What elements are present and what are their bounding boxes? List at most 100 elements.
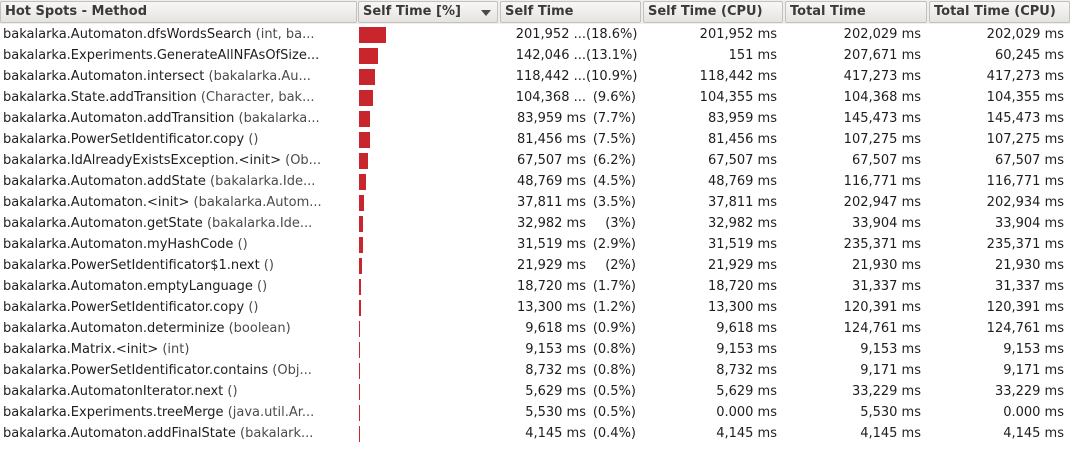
self-time-percent: (1.7%) xyxy=(592,279,636,294)
table-row[interactable]: bakalarka.PowerSetIdentificator.copy () 8… xyxy=(0,130,1070,151)
self-time-bar xyxy=(359,342,360,358)
self-time-value: 8,732 ms xyxy=(525,363,586,378)
table-row[interactable]: bakalarka.PowerSetIdentificator.copy () 1… xyxy=(0,298,1070,319)
table-row[interactable]: bakalarka.Matrix.<init> (int) 9,153 ms (0.… xyxy=(0,340,1070,361)
method-name: bakalarka.Automaton.addFinalState xyxy=(3,426,236,441)
self-time-cpu-cell: 83,959 ms xyxy=(707,111,777,126)
total-time-cell: 202,029 ms xyxy=(843,27,921,42)
table-row[interactable]: bakalarka.Experiments.treeMerge (java.ut… xyxy=(0,403,1070,424)
method-cell: bakalarka.Automaton.emptyLanguage () xyxy=(0,277,357,298)
method-name: bakalarka.Automaton.<init> xyxy=(3,195,190,210)
self-time-value: 31,519 ms xyxy=(516,237,586,252)
method-args: (bakalarka... xyxy=(234,111,320,126)
self-time-bar xyxy=(359,90,373,106)
column-header-method[interactable]: Hot Spots - Method xyxy=(0,1,357,23)
table-row[interactable]: bakalarka.Automaton.<init> (bakalarka.Au… xyxy=(0,193,1070,214)
table-row[interactable]: bakalarka.Experiments.GenerateAllNFAsOfS… xyxy=(0,46,1070,67)
self-time-value: 81,456 ms xyxy=(516,132,586,147)
self-time-percent: (7.5%) xyxy=(592,132,636,147)
self-time-value: 142,046 ... xyxy=(515,48,586,63)
method-args: (boolean) xyxy=(224,321,291,336)
method-args: () xyxy=(259,258,274,273)
table-row[interactable]: bakalarka.Automaton.emptyLanguage () 18,7… xyxy=(0,277,1070,298)
self-time-cell: 37,811 ms (3.5%) xyxy=(500,193,640,214)
table-row[interactable]: bakalarka.Automaton.addState (bakalarka.… xyxy=(0,172,1070,193)
column-header-total-time[interactable]: Total Time xyxy=(785,1,927,23)
method-name: bakalarka.State.addTransition xyxy=(3,90,197,105)
self-time-cpu-cell: 151 ms xyxy=(728,48,777,63)
table-row[interactable]: bakalarka.Automaton.addFinalState (bakal… xyxy=(0,424,1070,445)
table-row[interactable]: bakalarka.AutomatonIterator.next () 5,629… xyxy=(0,382,1070,403)
method-cell: bakalarka.Automaton.addTransition (bakal… xyxy=(0,109,357,130)
method-cell: bakalarka.Automaton.<init> (bakalarka.Au… xyxy=(0,193,357,214)
method-cell: bakalarka.PowerSetIdentificator.copy () xyxy=(0,298,357,319)
self-time-value: 67,507 ms xyxy=(516,153,586,168)
method-args: (bakalarka.Au... xyxy=(204,69,311,84)
self-time-percent: (0.5%) xyxy=(592,405,636,420)
table-row[interactable]: bakalarka.Automaton.dfsWordsSearch (int,… xyxy=(0,25,1070,46)
self-time-bar-cell xyxy=(358,319,498,340)
self-time-cell: 13,300 ms (1.2%) xyxy=(500,298,640,319)
table-row[interactable]: bakalarka.Automaton.intersect (bakalarka… xyxy=(0,67,1070,88)
self-time-percent: (3.5%) xyxy=(592,195,636,210)
method-cell: bakalarka.PowerSetIdentificator.copy () xyxy=(0,130,357,151)
self-time-value: 104,368 ... xyxy=(515,90,586,105)
method-cell: bakalarka.State.addTransition (Character… xyxy=(0,88,357,109)
total-time-cell: 104,368 ms xyxy=(843,90,921,105)
self-time-cell: 9,618 ms (0.9%) xyxy=(500,319,640,340)
self-time-bar xyxy=(359,69,375,85)
self-time-bar-cell xyxy=(358,340,498,361)
table-row[interactable]: bakalarka.Automaton.determinize (boolean… xyxy=(0,319,1070,340)
self-time-cpu-cell: 48,769 ms xyxy=(707,174,777,189)
total-time-cpu-cell: 107,275 ms xyxy=(986,132,1064,147)
table-row[interactable]: bakalarka.PowerSetIdentificator$1.next (… xyxy=(0,256,1070,277)
total-time-cpu-cell: 120,391 ms xyxy=(986,300,1064,315)
table-row[interactable]: bakalarka.Automaton.addTransition (bakal… xyxy=(0,109,1070,130)
self-time-value: 18,720 ms xyxy=(516,279,586,294)
total-time-cpu-cell: 33,904 ms xyxy=(994,216,1064,231)
method-name: bakalarka.Automaton.getState xyxy=(3,216,203,231)
self-time-percent: (10.9%) xyxy=(586,69,638,84)
column-header-total-time-cpu[interactable]: Total Time (CPU) xyxy=(929,1,1070,23)
self-time-percent: (0.5%) xyxy=(592,384,636,399)
self-time-bar-cell xyxy=(358,256,498,277)
method-args: (int) xyxy=(158,342,190,357)
table-row[interactable]: bakalarka.PowerSetIdentificator.contains… xyxy=(0,361,1070,382)
self-time-cell: 9,153 ms (0.8%) xyxy=(500,340,640,361)
total-time-cpu-cell: 67,507 ms xyxy=(994,153,1064,168)
self-time-cell: 48,769 ms (4.5%) xyxy=(500,172,640,193)
self-time-bar xyxy=(359,111,370,127)
self-time-bar xyxy=(359,132,370,148)
method-name: bakalarka.Automaton.myHashCode xyxy=(3,237,234,252)
method-name: bakalarka.PowerSetIdentificator.copy xyxy=(3,132,245,147)
self-time-cell: 21,929 ms (2%) xyxy=(500,256,640,277)
self-time-bar xyxy=(359,279,361,295)
self-time-bar-cell xyxy=(358,46,498,67)
column-header-self-time-cpu[interactable]: Self Time (CPU) xyxy=(643,1,783,23)
self-time-cpu-cell: 21,929 ms xyxy=(707,258,777,273)
self-time-cell: 83,959 ms (7.7%) xyxy=(500,109,640,130)
total-time-cpu-cell: 4,145 ms xyxy=(1003,426,1064,441)
method-args: () xyxy=(244,132,259,147)
column-header-self-time-percent[interactable]: Self Time [%] xyxy=(358,1,498,23)
table-row[interactable]: bakalarka.Automaton.getState (bakalarka.… xyxy=(0,214,1070,235)
self-time-cpu-cell: 0.000 ms xyxy=(716,405,777,420)
total-time-cell: 207,671 ms xyxy=(843,48,921,63)
self-time-cell: 18,720 ms (1.7%) xyxy=(500,277,640,298)
total-time-cpu-cell: 417,273 ms xyxy=(986,69,1064,84)
table-row[interactable]: bakalarka.Automaton.myHashCode () 31,519 … xyxy=(0,235,1070,256)
table-row[interactable]: bakalarka.State.addTransition (Character… xyxy=(0,88,1070,109)
method-name: bakalarka.Matrix.<init> xyxy=(3,342,159,357)
total-time-cell: 33,904 ms xyxy=(851,216,921,231)
column-header-self-time[interactable]: Self Time xyxy=(500,1,641,23)
total-time-cell: 107,275 ms xyxy=(843,132,921,147)
self-time-cpu-cell: 81,456 ms xyxy=(707,132,777,147)
self-time-cpu-cell: 4,145 ms xyxy=(716,426,777,441)
method-name: bakalarka.Automaton.addTransition xyxy=(3,111,235,126)
self-time-bar-cell xyxy=(358,193,498,214)
self-time-cpu-cell: 9,153 ms xyxy=(716,342,777,357)
table-row[interactable]: bakalarka.IdAlreadyExistsException.<init… xyxy=(0,151,1070,172)
self-time-percent: (4.5%) xyxy=(592,174,636,189)
method-args: (bakalark... xyxy=(235,426,314,441)
method-args: (bakalarka.Ide... xyxy=(202,216,313,231)
